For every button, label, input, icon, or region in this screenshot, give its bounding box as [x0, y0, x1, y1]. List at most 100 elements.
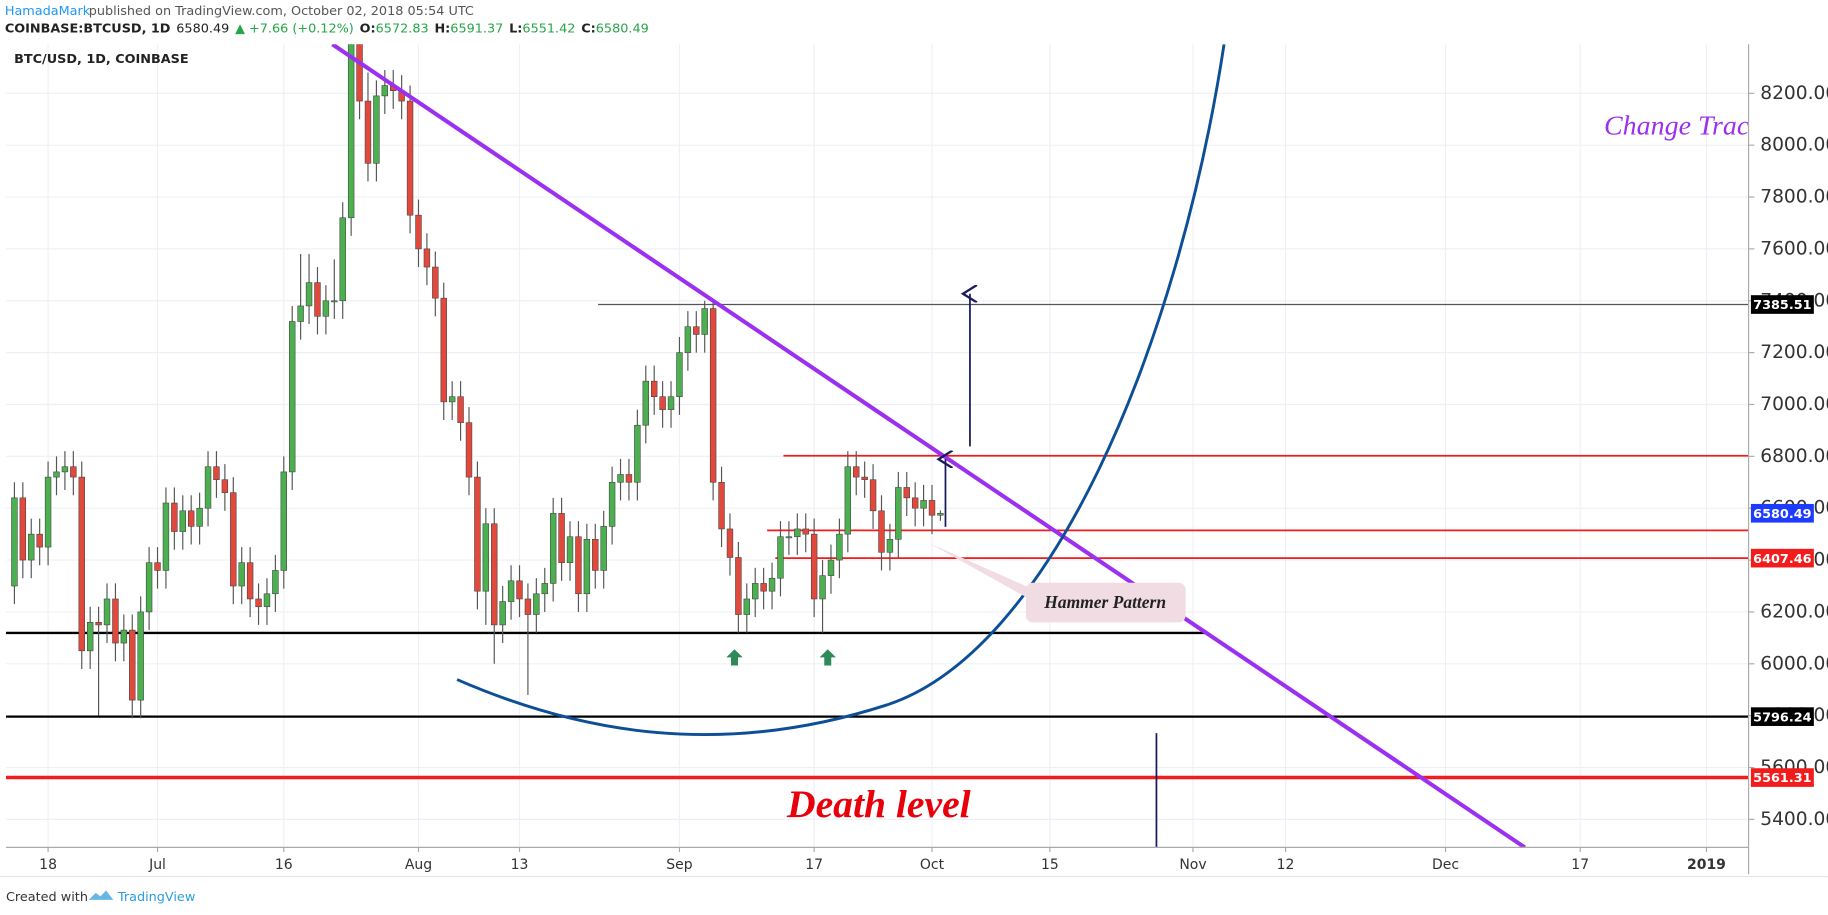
- candle-body: [743, 598, 751, 615]
- candle-body: [11, 497, 18, 587]
- price-label: 5561.31: [1753, 771, 1811, 786]
- candle-body: [794, 528, 801, 538]
- header-field: O:: [360, 22, 376, 37]
- candle-body: [280, 471, 288, 571]
- candle-body: [819, 575, 826, 600]
- header-field: 6580.49: [176, 22, 229, 37]
- x-tick-label: 16: [275, 857, 293, 873]
- header-field: L:: [509, 22, 522, 37]
- x-tick-label: Aug: [405, 857, 432, 873]
- header-field: COINBASE:BTCUSD, 1D: [5, 22, 171, 37]
- candle-body: [836, 533, 843, 561]
- candle-body: [491, 523, 498, 626]
- price-label-box: [1750, 707, 1814, 726]
- header-field: H:: [434, 22, 450, 37]
- header-field: 6551.42: [522, 22, 575, 37]
- candle-body: [558, 513, 565, 563]
- price-label: 6407.46: [1753, 552, 1811, 567]
- footer-brand: TradingView: [117, 890, 195, 905]
- candle-body: [61, 466, 69, 473]
- y-tick-label: 6000.00: [1760, 653, 1828, 674]
- y-tick-label: 8200.00: [1760, 83, 1828, 104]
- candle-body: [112, 598, 119, 644]
- candle-body: [406, 100, 414, 216]
- candle-body: [777, 536, 784, 579]
- candle-body: [289, 321, 296, 473]
- published: published on TradingView.com, October 02…: [89, 4, 474, 19]
- candle-body: [432, 266, 439, 299]
- candle-body: [221, 479, 229, 493]
- price-levels: [5, 303, 1749, 780]
- candle-body: [103, 598, 111, 626]
- candle-body: [541, 583, 548, 595]
- candle-body: [785, 536, 793, 539]
- y-tick-label: 6200.00: [1760, 601, 1828, 622]
- candle-body: [659, 396, 666, 410]
- x-tick-label: Dec: [1432, 857, 1459, 873]
- y-tick-label: 6800.00: [1760, 446, 1828, 467]
- candle-body: [187, 510, 195, 527]
- tv-logo: [88, 890, 114, 900]
- candle-body: [937, 512, 944, 516]
- symbol-line: COINBASE:BTCUSD, 1D 6580.49 ▲ +7.66 (+0.12…: [5, 22, 649, 37]
- candle-body: [718, 481, 725, 530]
- candle-body: [474, 476, 481, 592]
- plot: Hammer Pattern Change Trac Death level: [5, 44, 1750, 848]
- price-label-box: [1750, 548, 1814, 568]
- price-label-box: [1750, 768, 1814, 787]
- candle-body: [305, 282, 313, 307]
- y-tick-label: 7000.00: [1760, 394, 1828, 415]
- x-tick-label: Oct: [920, 857, 945, 873]
- candle-body: [693, 326, 700, 335]
- y-tick-label: 8000.00: [1760, 135, 1828, 156]
- candle-body: [482, 523, 490, 592]
- x-tick-label: Jul: [148, 857, 166, 873]
- candle-body: [642, 380, 649, 426]
- y-tick-label: 5400.00: [1760, 809, 1828, 830]
- candle-body: [566, 536, 574, 563]
- candle-body: [592, 539, 599, 571]
- candle-body: [339, 217, 346, 302]
- candle-body: [650, 380, 658, 397]
- price-label-box: [1750, 295, 1814, 314]
- candle-body: [911, 497, 919, 509]
- candle-body: [853, 466, 860, 478]
- candle-body: [608, 481, 616, 527]
- candle-body: [44, 476, 52, 548]
- candle-body: [667, 396, 675, 410]
- candle-body: [53, 471, 60, 478]
- candle-body: [802, 528, 809, 535]
- candle-body: [246, 562, 254, 600]
- death-label: Death level: [786, 782, 971, 826]
- footer-text: Created with: [6, 890, 88, 905]
- candle-body: [331, 300, 338, 303]
- y-tick-label: 7800.00: [1760, 187, 1828, 208]
- change-label: Change Trac: [1604, 111, 1750, 142]
- candle-body: [129, 629, 136, 701]
- candle-body: [70, 466, 77, 478]
- header-field: 6591.37: [450, 22, 503, 37]
- candle-body: [600, 526, 607, 571]
- candle-body: [878, 510, 885, 553]
- candle-body: [583, 539, 591, 595]
- candle-body: [28, 533, 35, 561]
- candle-body: [701, 308, 708, 335]
- y-tick-label: 7600.00: [1760, 238, 1828, 259]
- arc: [456, 44, 1226, 737]
- candle-body: [507, 580, 515, 602]
- candle-body: [465, 422, 473, 478]
- price-label: 5796.24: [1753, 710, 1811, 725]
- candle-body: [457, 396, 464, 423]
- candle-body: [625, 474, 633, 483]
- chart-title: BTC/USD, 1D, COINBASE: [14, 52, 189, 67]
- x-tick-label: 17: [1571, 857, 1589, 873]
- candle-body: [373, 95, 380, 164]
- candle-body: [120, 629, 128, 644]
- candle-body: [575, 536, 582, 595]
- candle-body: [844, 466, 852, 535]
- x-tick-label: 15: [1041, 857, 1059, 873]
- candle-body: [827, 559, 835, 576]
- candle-body: [869, 479, 877, 512]
- candle-body: [36, 533, 43, 548]
